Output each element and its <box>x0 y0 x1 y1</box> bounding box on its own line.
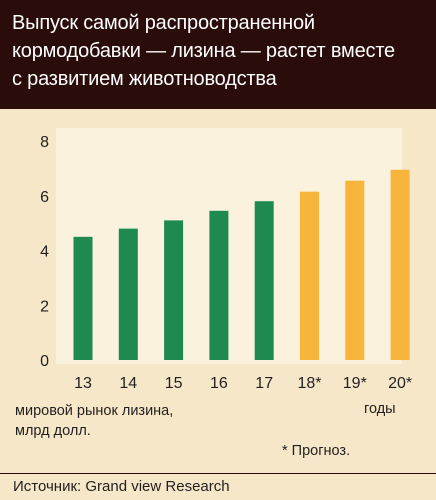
y-tick-label: 8 <box>40 134 49 151</box>
forecast-bar <box>345 180 365 360</box>
divider <box>0 473 436 474</box>
title-line: Выпуск самой распространенной <box>12 12 315 34</box>
x-tick-label: 14 <box>119 375 137 392</box>
plot-area <box>56 128 402 364</box>
bar-chart: 0 2 4 6 8 13 14 15 16 17 18* 19* 20* <box>40 134 412 392</box>
x-tick-label: 19* <box>343 375 367 392</box>
y-tick-label: 4 <box>40 244 49 261</box>
x-tick-label: 18* <box>297 375 321 392</box>
x-axis-label-line: млрд долл. <box>15 423 91 439</box>
source-text: Источник: Grand view Research <box>13 478 230 495</box>
y-tick-label: 2 <box>40 298 49 315</box>
years-label: годы <box>364 401 396 417</box>
x-tick-label: 16 <box>210 375 228 392</box>
forecast-bar <box>300 191 319 360</box>
bar <box>209 210 229 360</box>
title-banner: Выпуск самой распространенной кормодобав… <box>0 0 436 109</box>
bar <box>254 201 274 360</box>
x-tick-label: 17 <box>255 375 273 392</box>
title-line: кормодобавки — лизина — растет вместе <box>12 40 395 62</box>
x-tick-label: 20* <box>388 375 412 392</box>
bar <box>164 220 184 360</box>
y-tick-label: 6 <box>40 189 49 206</box>
x-tick-label: 15 <box>165 375 183 392</box>
y-tick-label: 0 <box>40 353 49 370</box>
forecast-footnote: * Прогноз. <box>282 443 351 459</box>
chart-title: Выпуск самой распространенной кормодобав… <box>12 9 427 93</box>
x-axis-label-line: мировой рынок лизина, <box>15 403 174 419</box>
x-axis-label: мировой рынок лизина, млрд долл. <box>15 401 173 441</box>
title-line: с развитием животноводства <box>12 68 277 90</box>
forecast-bar <box>390 169 410 360</box>
bar <box>73 236 93 360</box>
x-tick-label: 13 <box>74 375 92 392</box>
bar <box>118 228 138 360</box>
